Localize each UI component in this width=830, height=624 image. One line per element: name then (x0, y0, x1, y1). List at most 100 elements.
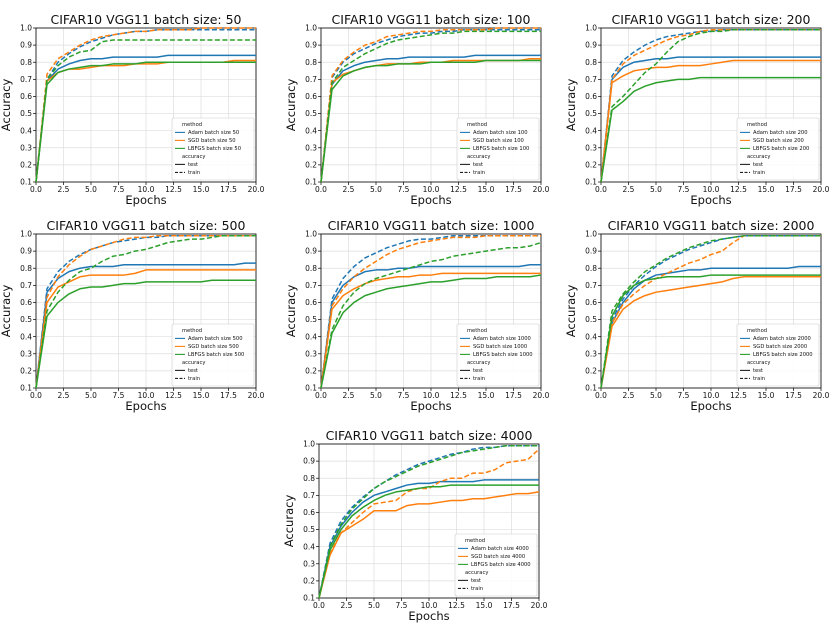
series-line-sgd-train (320, 234, 541, 389)
x-tick-label: 20.0 (248, 185, 265, 194)
x-tick-label: 2.5 (343, 185, 355, 194)
x-tick-label: 5.0 (368, 601, 380, 610)
legend-box (456, 117, 540, 181)
y-axis-label: Accuracy (284, 285, 298, 338)
series-line-adam-train (35, 234, 256, 389)
y-tick-label: 0.3 (585, 349, 597, 358)
y-tick-label: 0.2 (585, 160, 597, 169)
x-tick-label: 0.0 (30, 391, 42, 400)
series-line-sgd-test (600, 59, 821, 183)
legend: method Adam batch size 100 SGD batch size … (456, 117, 540, 181)
legend-entry-test: test (471, 578, 481, 584)
x-tick-label: 2.5 (58, 185, 70, 194)
chart-title: CIFAR10 VGG11 batch size: 100 (332, 12, 531, 27)
legend-style-title: accuracy (465, 570, 488, 576)
x-tick-label: 20.0 (533, 185, 550, 194)
y-tick-label: 0.8 (305, 264, 317, 273)
x-tick-label: 2.5 (623, 391, 635, 400)
legend-title: method (182, 328, 202, 334)
x-tick-label: 0.0 (315, 391, 327, 400)
y-tick-label: 0.6 (305, 298, 317, 307)
x-axis-label: Epochs (690, 399, 731, 413)
series-line-sgd-train (320, 27, 541, 183)
x-tick-label: 12.5 (730, 185, 747, 194)
chart-panel-1: 0.1 0.2 0.3 0.4 0.5 0.6 0.7 0.8 0.9 1.0 0.0 2.5 5.0 7… (0, 12, 265, 207)
legend: method Adam batch size 2000 SGD batch size… (736, 323, 820, 387)
legend-entry-adam: Adam batch size 4000 (471, 546, 529, 552)
legend-style-title: accuracy (182, 360, 205, 366)
y-tick-label: 0.9 (305, 247, 317, 256)
x-tick-label: 12.5 (448, 601, 465, 610)
legend-entry-train: train (188, 376, 200, 382)
x-axis-label: Epochs (408, 609, 449, 623)
legend-box (171, 117, 255, 181)
y-tick-label: 0.7 (585, 75, 597, 84)
y-tick-label: 0.5 (303, 525, 315, 534)
y-tick-label: 0.1 (585, 384, 597, 393)
x-tick-label: 10.0 (421, 601, 438, 610)
y-tick-label: 0.5 (305, 315, 317, 324)
legend-box (456, 323, 540, 387)
y-tick-label: 0.4 (303, 542, 315, 551)
x-tick-label: 20.0 (531, 601, 548, 610)
legend-title: method (467, 328, 487, 334)
legend-entry-lbfgs: LBFGS batch size 4000 (471, 562, 531, 568)
chart-title: CIFAR10 VGG11 batch size: 2000 (608, 218, 815, 233)
y-tick-label: 0.6 (303, 508, 315, 517)
y-tick-label: 0.5 (585, 109, 597, 118)
series-line-lbfgs-train (35, 234, 256, 389)
y-tick-label: 0.9 (303, 457, 315, 466)
series-line-lbfgs-train (318, 444, 539, 599)
legend-title: method (182, 122, 202, 128)
series-line-adam-test (35, 262, 256, 389)
y-tick-label: 0.8 (305, 58, 317, 67)
y-tick-label: 1.0 (303, 440, 315, 449)
x-tick-label: 12.5 (450, 185, 467, 194)
x-tick-label: 12.5 (730, 391, 747, 400)
series-line-adam-test (600, 56, 821, 183)
y-tick-label: 0.7 (305, 75, 317, 84)
legend-entry-sgd: SGD batch size 50 (188, 138, 236, 144)
x-tick-label: 12.5 (165, 391, 182, 400)
x-tick-label: 5.0 (370, 391, 382, 400)
legend: method Adam batch size 4000 SGD batch size… (454, 533, 538, 597)
legend-entry-adam: Adam batch size 500 (188, 336, 243, 342)
legend-entry-sgd: SGD batch size 2000 (753, 344, 807, 350)
legend-entry-adam: Adam batch size 50 (188, 130, 239, 136)
y-tick-label: 0.6 (20, 92, 32, 101)
x-tick-label: 0.0 (595, 185, 607, 194)
series-line-lbfgs-train (600, 234, 821, 389)
x-tick-label: 15.0 (193, 391, 210, 400)
y-tick-label: 0.9 (305, 41, 317, 50)
series-line-sgd-train (600, 28, 821, 183)
chart-title: CIFAR10 VGG11 batch size: 50 (51, 12, 242, 27)
y-tick-label: 0.1 (20, 178, 32, 187)
y-tick-label: 0.4 (20, 126, 32, 135)
y-tick-label: 0.8 (20, 264, 32, 273)
x-tick-label: 7.5 (678, 185, 690, 194)
legend-entry-lbfgs: LBFGS batch size 1000 (473, 352, 533, 358)
y-tick-label: 0.6 (20, 298, 32, 307)
chart-title: CIFAR10 VGG11 batch size: 1000 (328, 218, 535, 233)
chart-title: CIFAR10 VGG11 batch size: 500 (47, 218, 246, 233)
legend-style-title: accuracy (182, 154, 205, 160)
x-tick-label: 17.5 (220, 391, 237, 400)
legend-entry-lbfgs: LBFGS batch size 50 (188, 146, 241, 152)
y-axis-label: Accuracy (0, 79, 13, 132)
y-axis-label: Accuracy (282, 495, 296, 548)
x-axis-label: Epochs (410, 399, 451, 413)
legend-entry-sgd: SGD batch size 200 (753, 138, 804, 144)
chart-panel-6: 0.1 0.2 0.3 0.4 0.5 0.6 0.7 0.8 0.9 1.0 0.0 2.5 5.0 7… (564, 218, 830, 413)
y-tick-label: 0.5 (20, 109, 32, 118)
series-line-lbfgs-test (35, 279, 256, 389)
series-line-adam-train (600, 234, 821, 389)
y-tick-label: 1.0 (20, 24, 32, 33)
y-tick-label: 0.9 (585, 41, 597, 50)
y-axis-label: Accuracy (564, 285, 578, 338)
x-tick-label: 17.5 (785, 391, 802, 400)
x-tick-label: 17.5 (220, 185, 237, 194)
y-tick-label: 0.3 (20, 349, 32, 358)
y-axis-label: Accuracy (0, 285, 13, 338)
legend-entry-test: test (473, 162, 483, 168)
y-tick-label: 0.8 (20, 58, 32, 67)
